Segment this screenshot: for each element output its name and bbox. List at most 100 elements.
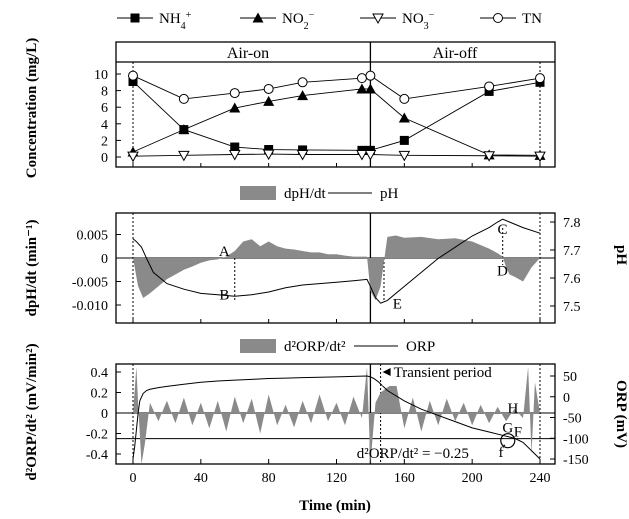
x-tick-label: 0 — [130, 471, 137, 486]
series-2-point — [364, 150, 377, 161]
middle-left-axis-label: dpH/dt (min⁻¹) — [24, 219, 40, 316]
top-y-tick-label: 6 — [101, 101, 108, 116]
series-2-point — [262, 149, 275, 161]
dpH-dt-area — [133, 235, 540, 301]
bottom-plot — [132, 366, 541, 464]
series-0-point — [264, 145, 274, 155]
transient-arrow — [382, 368, 391, 376]
legend-d2ORP-label: d²ORP/dt² — [284, 339, 346, 355]
bot-left-tick-label: 0 — [101, 407, 108, 422]
legend-marker-0 — [130, 13, 140, 23]
series-3-point — [365, 70, 376, 81]
series-2-point — [483, 151, 495, 162]
x-tick-label: 80 — [262, 471, 276, 486]
top-y-tick-label: 10 — [94, 68, 108, 83]
bot-annotation-F: F — [514, 424, 522, 440]
top-guides — [132, 42, 541, 167]
legend-middle: dpH/dt pH — [240, 186, 399, 202]
series-3-point — [229, 88, 240, 99]
mid-right-tick-label: 7.7 — [563, 244, 581, 259]
series-line-2 — [132, 153, 541, 157]
transient-period-label: Transient period — [394, 365, 493, 381]
legend-ORP-label: ORP — [406, 339, 435, 355]
series-3-point — [399, 93, 410, 104]
series-1-point — [178, 124, 190, 135]
threshold-label: d²ORP/dt² = −0.25 — [357, 446, 469, 462]
series-1-point — [356, 83, 368, 94]
series-3-point — [484, 81, 495, 92]
legend-pH-label: pH — [380, 186, 399, 202]
segment-label-air-on: Air-on — [227, 45, 269, 62]
x-tick-label: 160 — [394, 471, 415, 486]
bot-right-tick-label: -150 — [563, 453, 589, 468]
mid-left-tick-label: -0.005 — [72, 276, 108, 291]
legend-marker-3 — [493, 13, 503, 23]
bottom-plot-frame — [115, 363, 556, 465]
series-0-point — [230, 142, 240, 152]
bot-right-tick-label: 50 — [563, 370, 577, 385]
bot-annotation-G: G — [502, 420, 513, 436]
mid-left-tick-label: 0.005 — [77, 229, 109, 244]
top-series — [132, 75, 541, 157]
top-y-tick-label: 4 — [101, 118, 108, 133]
series-2-point — [398, 150, 411, 162]
top-y-tick-label: 8 — [101, 85, 108, 100]
series-0-point — [128, 76, 138, 86]
legend-label-3: TN — [522, 11, 542, 27]
series-3-point — [297, 77, 308, 88]
bottom-annotations: Transient period HG Ff d²ORP/dt² = −0.25 — [357, 365, 522, 462]
middle-plot — [132, 218, 541, 304]
legend-dpH-swatch — [240, 186, 276, 200]
x-tick-label: 40 — [194, 471, 208, 486]
series-2-point — [127, 151, 139, 163]
mid-annotation-D: D — [497, 264, 508, 280]
point-f-pointer — [503, 444, 506, 447]
bot-right-tick-label: 0 — [563, 391, 570, 406]
series-1-point — [398, 112, 410, 123]
legend-label-0: NH4+ — [159, 10, 192, 32]
mid-left-tick-label: 0 — [101, 252, 108, 267]
series-line-3 — [132, 75, 541, 100]
series-2-point — [178, 150, 190, 162]
legend-label-1: NO2− — [282, 10, 315, 32]
series-2-point — [534, 151, 546, 163]
legend-marker-1 — [252, 12, 264, 23]
series-3-point — [356, 73, 367, 84]
mid-annotation-B: B — [219, 288, 229, 304]
series-0-point — [298, 145, 308, 155]
series-1-point — [229, 102, 241, 113]
series-1-point — [297, 90, 309, 101]
legend-bottom: d²ORP/dt² ORP — [240, 339, 435, 355]
top-y-tick-label: 2 — [101, 134, 108, 149]
top-markers — [127, 70, 546, 163]
legend-label-2: NO3− — [402, 10, 435, 32]
series-1-point — [364, 83, 376, 94]
bot-left-tick-label: -0.4 — [86, 448, 108, 463]
legend-d2ORP-swatch — [240, 339, 276, 353]
bot-left-tick-label: 0.2 — [91, 387, 109, 402]
legend-top: NH4+ NO2− NO3− TN — [117, 10, 542, 32]
series-3-point — [535, 73, 545, 84]
x-tick-label: 240 — [530, 471, 551, 486]
middle-right-axis-label: pH — [613, 245, 629, 265]
top-y-ticks: 0 24 68 10 — [94, 68, 541, 167]
bot-annotation-H: H — [507, 401, 518, 417]
mid-right-tick-label: 7.5 — [563, 300, 581, 315]
ORP-line — [132, 375, 541, 460]
point-f-circle — [500, 433, 516, 449]
series-line-1 — [132, 88, 541, 156]
mid-annotation-E: E — [393, 297, 402, 313]
top-y-tick-label: 0 — [101, 151, 108, 166]
mid-annotation-C: C — [497, 222, 507, 238]
bot-annotation-f: f — [498, 445, 503, 461]
series-1-point — [263, 95, 275, 106]
top-plot-frame — [115, 41, 556, 168]
bot-right-tick-label: -100 — [563, 432, 589, 447]
middle-plot-frame — [115, 212, 556, 324]
series-2-point — [228, 150, 241, 161]
bot-left-tick-label: 0.4 — [91, 366, 109, 381]
bottom-left-axis-label: d²ORP/dt² (mV/min²) — [24, 343, 40, 480]
bottom-right-axis-label: ORP (mV) — [613, 380, 629, 448]
series-3-point — [263, 83, 274, 94]
x-tick-label: 120 — [326, 471, 347, 486]
